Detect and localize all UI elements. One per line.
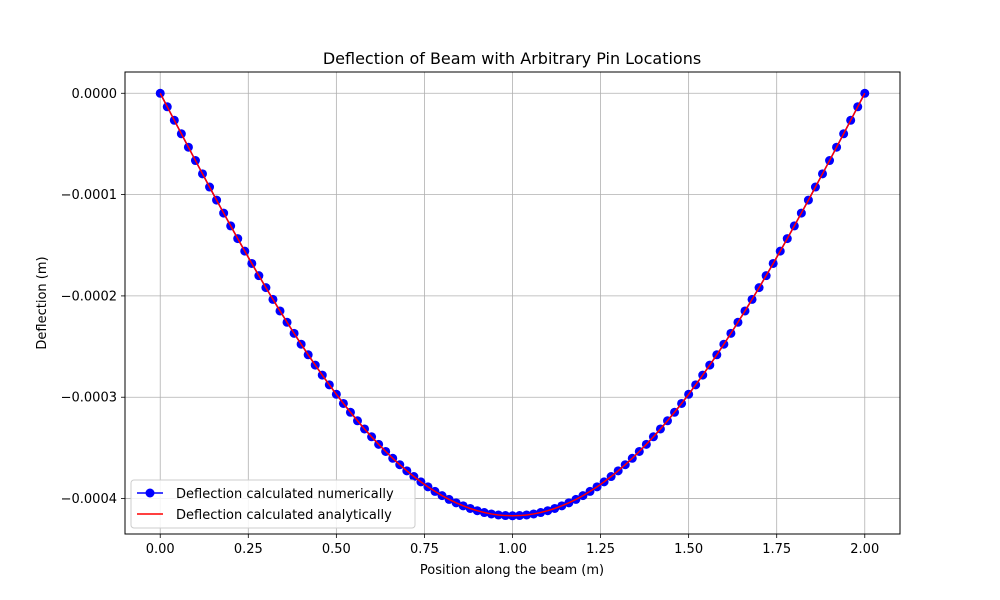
legend-label-analytic: Deflection calculated analytically: [176, 508, 392, 523]
x-tick-label: 1.75: [762, 542, 791, 557]
y-tick-label: 0.0000: [72, 87, 118, 102]
y-tick-label: −0.0002: [61, 289, 117, 304]
legend: Deflection calculated numerically Deflec…: [130, 479, 416, 529]
x-tick-label: 0.50: [322, 542, 351, 557]
grid: [125, 72, 900, 534]
x-tick-label: 2.00: [850, 542, 879, 557]
x-tick-label: 1.50: [674, 542, 703, 557]
x-axis-label: Position along the beam (m): [420, 563, 604, 578]
y-tick-label: −0.0001: [61, 188, 117, 203]
y-tick-label: −0.0003: [61, 391, 117, 406]
legend-box: [130, 479, 416, 529]
y-axis-label: Deflection (m): [35, 256, 50, 349]
x-tick-label: 1.00: [498, 542, 527, 557]
series-layer: [155, 88, 870, 521]
legend-marker-numeric: [145, 488, 155, 498]
x-axis: 0.00 0.25 0.50 0.75 1.00 1.25 1.50 1.75 2.00: [146, 534, 879, 557]
y-tick-label: −0.0004: [61, 492, 117, 507]
x-tick-label: 0.25: [234, 542, 263, 557]
y-axis: 0.0000 −0.0001 −0.0002 −0.0003 −0.0004: [61, 87, 125, 507]
series-analytic-line: [159, 92, 866, 517]
x-tick-label: 0.00: [146, 542, 175, 557]
chart-title: Deflection of Beam with Arbitrary Pin Lo…: [323, 49, 701, 68]
legend-label-numeric: Deflection calculated numerically: [176, 487, 394, 502]
x-tick-label: 0.75: [410, 542, 439, 557]
x-tick-label: 1.25: [586, 542, 615, 557]
